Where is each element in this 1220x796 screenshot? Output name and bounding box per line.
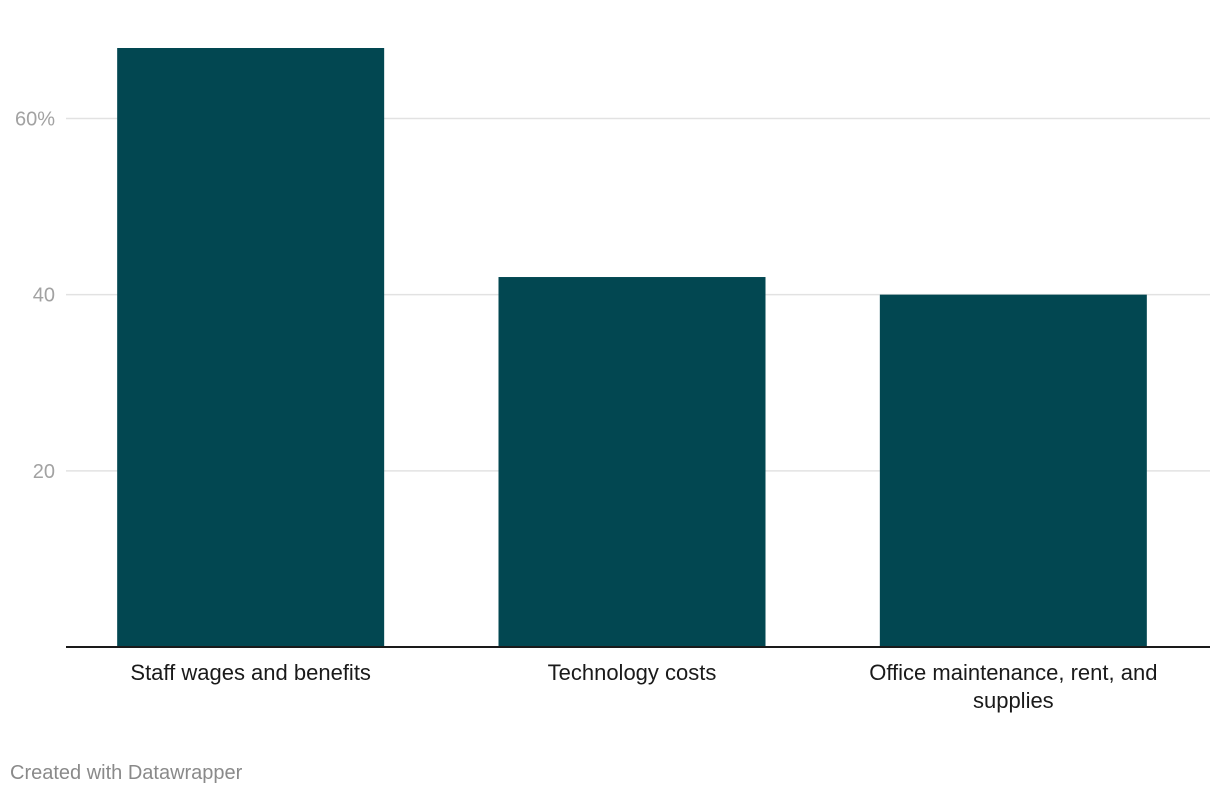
- y-tick-label-40: 40: [33, 285, 55, 307]
- bar-1: [117, 48, 385, 647]
- category-label-line: Technology costs: [548, 660, 717, 685]
- category-label-line: supplies: [973, 688, 1054, 713]
- bar-3: [879, 294, 1147, 647]
- credit-text[interactable]: Created with Datawrapper: [10, 762, 243, 784]
- category-label-line: Office maintenance, rent, and: [869, 660, 1157, 685]
- y-tick-label-20: 20: [33, 461, 55, 483]
- category-label-line: Staff wages and benefits: [130, 660, 371, 685]
- category-label-2: Technology costs: [548, 660, 717, 685]
- category-label-1: Staff wages and benefits: [130, 660, 371, 685]
- y-tick-label-60: 60%: [15, 108, 55, 130]
- bar-2: [498, 277, 766, 647]
- category-label-3: Office maintenance, rent, and supplies: [869, 660, 1157, 713]
